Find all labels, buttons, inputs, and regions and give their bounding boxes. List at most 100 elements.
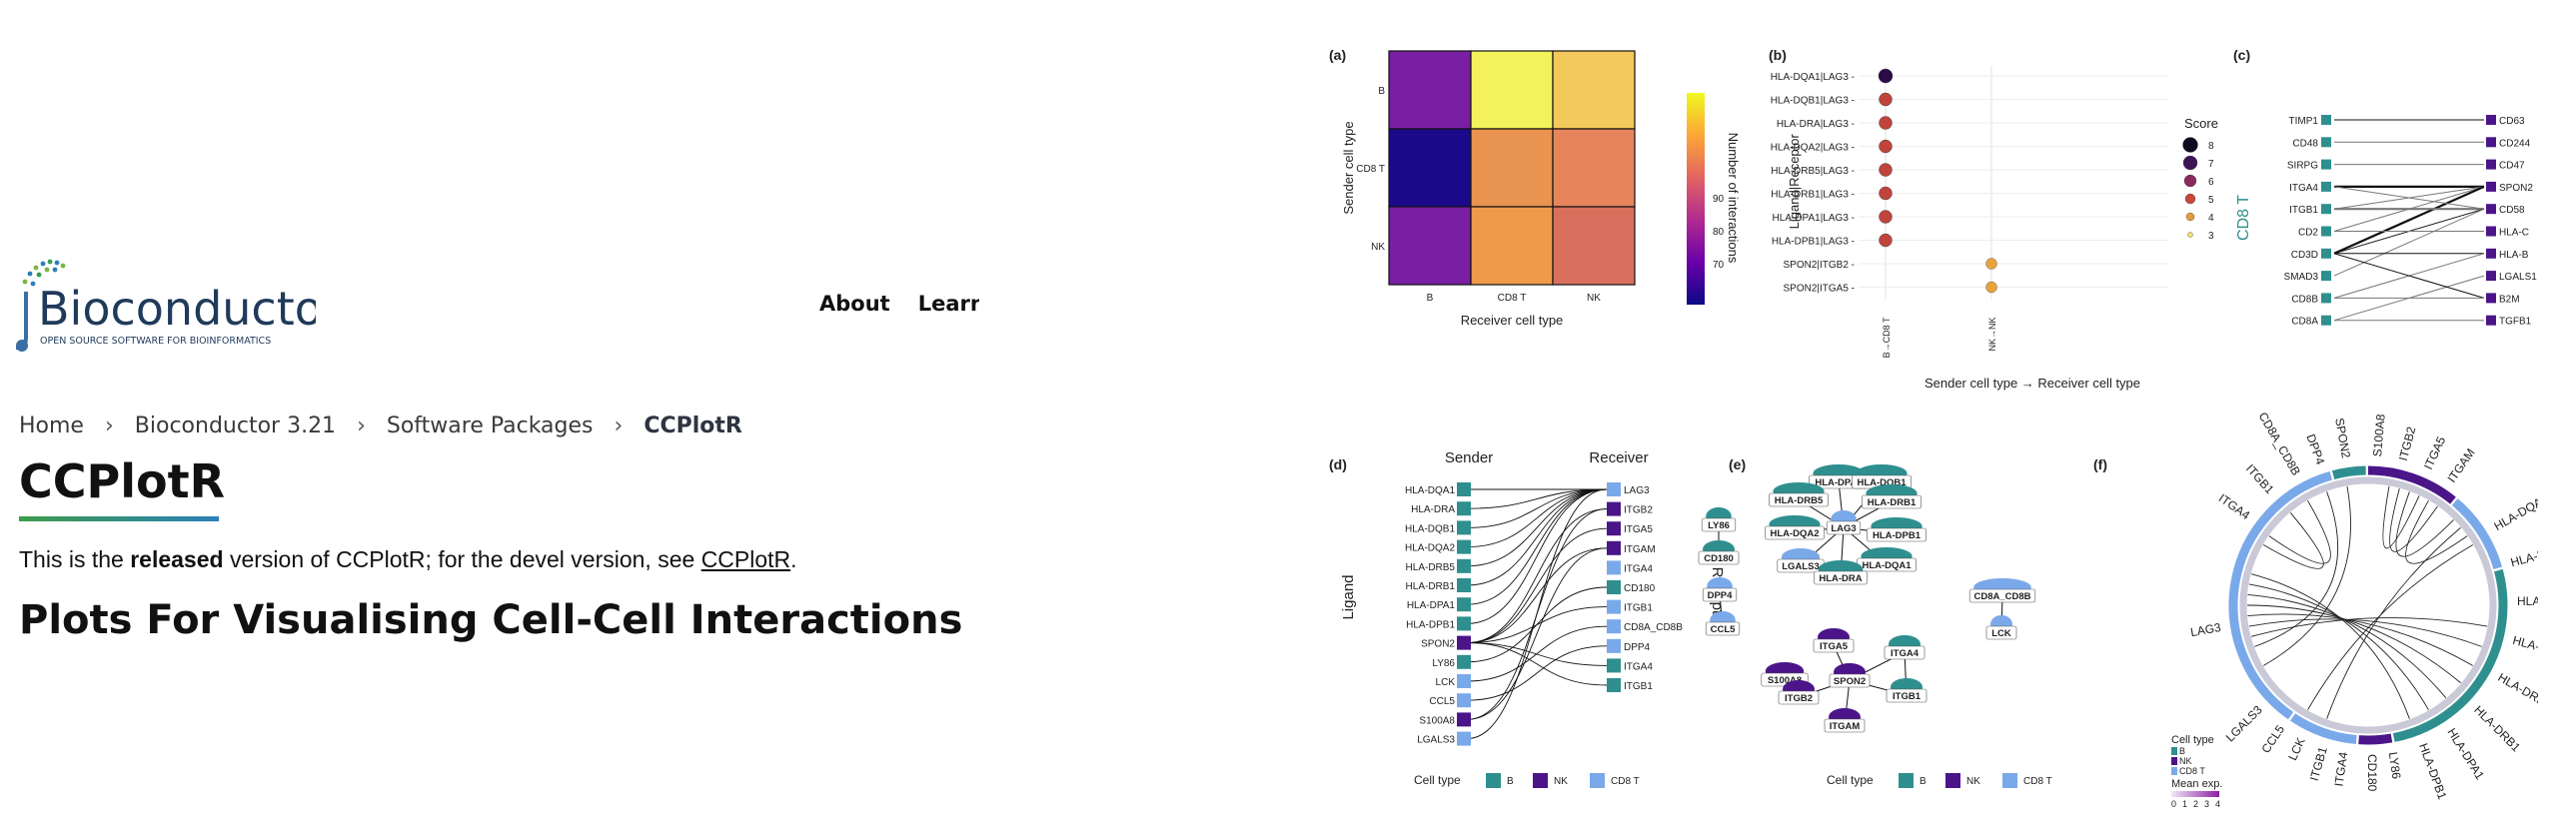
sankey-legend-title: Cell type — [1414, 773, 1461, 787]
sankey-link — [1466, 508, 1608, 644]
heatmap-cell — [1470, 128, 1554, 208]
receptor-label: ITGAM — [1624, 544, 1656, 555]
circos-legend-label: CD8 T — [2179, 766, 2205, 776]
heatmap-col-label: B — [1427, 293, 1434, 304]
right-node-label: CD244 — [2499, 138, 2531, 149]
dotplot-point — [1879, 92, 1893, 107]
receptor-label: ITGA5 — [1624, 524, 1653, 535]
left-title: CD8 T — [2235, 195, 2252, 241]
dotplot-point — [1878, 68, 1894, 84]
network-legend-swatch — [1899, 773, 1914, 788]
circos-label: HLA-DQA1 — [2492, 491, 2538, 533]
network-edge — [2333, 186, 2485, 210]
receptor-node — [1607, 580, 1621, 594]
dotplot-xlabel: Sender cell type → Receiver cell type — [1925, 376, 2140, 391]
ligand-node — [1457, 501, 1471, 516]
heatmap-cell — [1388, 206, 1472, 286]
network-edge — [2333, 253, 2485, 299]
sankey-link — [1466, 642, 1608, 686]
sankey-legend-label: B — [1507, 776, 1514, 787]
network-node-label-box — [1862, 494, 1922, 509]
circos-chord — [2247, 594, 2447, 698]
receptor-node — [1607, 482, 1621, 496]
network-node-label: LY86 — [1708, 520, 1730, 531]
left-node-label: SIRPG — [2287, 161, 2318, 172]
ligand-title: Ligand — [1340, 574, 1357, 619]
circos-sector — [2451, 498, 2503, 570]
panel-label: (b) — [1769, 47, 1787, 63]
network-node-label: ITGB2 — [1785, 693, 1813, 704]
left-node-label: CD3D — [2291, 250, 2318, 261]
breadcrumb-release[interactable]: Bioconductor 3.21 — [134, 414, 337, 438]
sankey-legend-swatch — [1486, 773, 1501, 788]
heatmap-ylabel: Sender cell type — [1341, 121, 1356, 214]
sankey-link — [1466, 642, 1608, 666]
ligand-node — [1457, 654, 1471, 669]
page-title: CCPlotR — [19, 454, 226, 508]
circos-label: ITGA4 — [2332, 751, 2351, 788]
network-node-label: SPON2 — [1834, 676, 1866, 687]
network-node-label: LCK — [1991, 628, 2011, 639]
dotplot-row-label: HLA-DPA1|LAG3 - — [1773, 213, 1855, 224]
heatmap-cell — [1470, 206, 1554, 286]
logo-wordmark: Bioconductor — [38, 282, 316, 336]
ligand-label: S100A8 — [1419, 715, 1455, 726]
bioconductor-logo[interactable]: Bioconductor OPEN SOURCE SOFTWARE FOR BI… — [16, 258, 316, 358]
release-note: This is the released version of CCPlotR;… — [19, 546, 797, 573]
sankey-link — [1466, 488, 1608, 509]
circos-mean-tick: 2 — [2193, 799, 2198, 809]
receptor-node — [1607, 521, 1621, 536]
heatmap-cell — [1388, 50, 1472, 130]
network-node-label: S100A8 — [1768, 675, 1802, 686]
ligand-node — [1457, 539, 1471, 554]
network-node-label-box — [1968, 588, 2036, 603]
panel-label: (a) — [1329, 47, 1346, 63]
right-node — [2486, 181, 2496, 192]
top-nav: About Learn — [819, 292, 979, 322]
network-node-label-box — [1769, 492, 1829, 507]
legend-value: 7 — [2208, 159, 2214, 170]
breadcrumb-section[interactable]: Software Packages — [386, 414, 594, 438]
legend-value: 4 — [2208, 213, 2214, 224]
legend-dot — [2183, 174, 2197, 188]
right-node — [2486, 293, 2496, 304]
network-node-label: ITGB1 — [1893, 691, 1922, 702]
legend-dot — [2182, 155, 2198, 171]
heatmap-cell — [1552, 128, 1636, 208]
circos-label: HLA-DRA — [2509, 542, 2538, 569]
circos-chord — [2382, 485, 2420, 549]
heatmap-row-label: CD8 T — [1356, 164, 1385, 175]
dotplot-legend-title: Score — [2184, 116, 2218, 131]
colorbar-tick: 80 — [1713, 227, 1725, 238]
right-node — [2486, 315, 2496, 326]
legend-value: 5 — [2208, 195, 2214, 206]
dotplot-row-label: HLA-DRB1|LAG3 - — [1771, 190, 1855, 201]
circos-mean-tick: 3 — [2204, 799, 2209, 809]
legend-value: 3 — [2208, 231, 2214, 242]
network-node-label-box — [1705, 621, 1741, 636]
right-node-label: CD58 — [2499, 205, 2525, 216]
nav-learn[interactable]: Learn — [917, 292, 979, 316]
network-node-label: HLA-DQA2 — [1770, 528, 1819, 539]
network-node-label-box — [1778, 690, 1820, 705]
network-node-label-box — [1765, 525, 1825, 540]
legend-value: 8 — [2208, 141, 2214, 152]
ligand-label: HLA-DPB1 — [1406, 619, 1455, 630]
right-node-label: CD47 — [2499, 161, 2525, 172]
receptor-node — [1607, 599, 1621, 614]
devel-link[interactable]: CCPlotR — [700, 546, 791, 572]
ligand-node — [1457, 674, 1471, 688]
network-node-label: CD180 — [1704, 553, 1734, 564]
network-node-label-box — [1829, 673, 1871, 688]
dotplot-row-label: HLA-DRA|LAG3 - — [1777, 119, 1855, 130]
circos-label: CD180 — [2365, 754, 2379, 792]
circos-sector — [2289, 713, 2357, 744]
dotplot-row-label: HLA-DQA2|LAG3 - — [1771, 143, 1855, 154]
breadcrumb-home[interactable]: Home — [19, 414, 84, 438]
dotplot-point — [1879, 186, 1893, 201]
circos-label: SPON2 — [2332, 417, 2353, 459]
title-underline — [19, 516, 219, 521]
sankey-legend-swatch — [1590, 773, 1605, 788]
nav-about[interactable]: About — [819, 292, 890, 316]
colorbar — [1687, 93, 1705, 305]
